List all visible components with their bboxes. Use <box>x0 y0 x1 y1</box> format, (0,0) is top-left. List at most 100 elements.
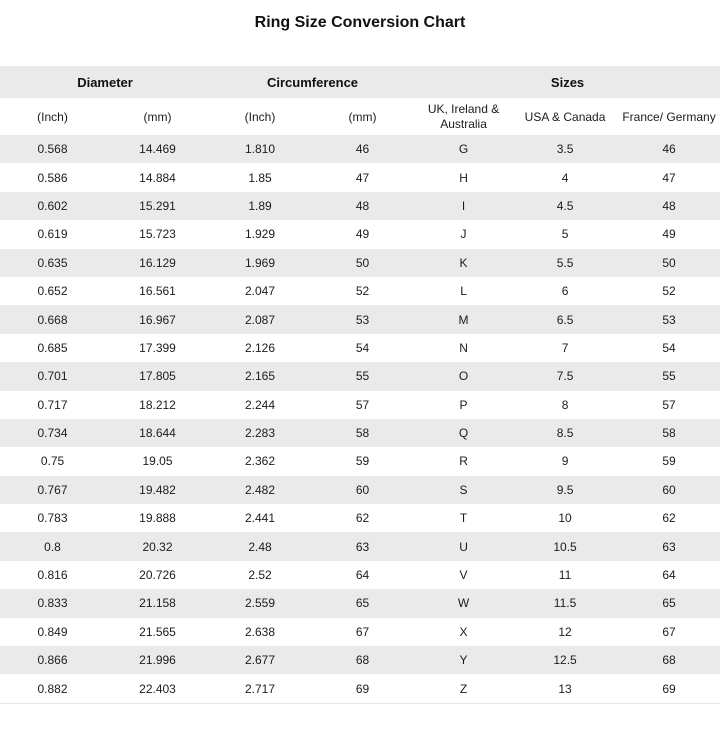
table-cell: 2.165 <box>245 369 276 384</box>
table-cell: 54 <box>662 340 676 355</box>
table-cell: 6 <box>561 284 569 299</box>
table-row: 0.586 14.884 1.85 47 H 4 47 <box>0 163 720 192</box>
table-cell: 0.734 <box>37 426 68 441</box>
table-cell: 0.8 <box>44 539 61 554</box>
table-cell: S <box>459 482 468 497</box>
column-header-france-germany: France/ Germany <box>618 98 720 135</box>
table-cell: J <box>460 227 467 242</box>
table-cell: 0.767 <box>37 482 68 497</box>
table-row: 0.734 18.644 2.283 58 Q 8.5 58 <box>0 418 720 448</box>
table-row: 0.568 14.469 1.810 46 G 3.5 46 <box>0 135 720 164</box>
table-column-header-row: (Inch) (mm) (Inch) (mm) UK, Ireland & Au… <box>0 98 720 135</box>
table-cell: 2.087 <box>245 312 276 327</box>
table-cell: 55 <box>355 369 370 384</box>
table-cell: 62 <box>355 511 370 526</box>
table-cell: 0.586 <box>37 170 68 185</box>
table-cell: 63 <box>355 539 370 554</box>
table-cell: 59 <box>355 454 370 469</box>
table-row: 0.652 16.561 2.047 52 L 6 52 <box>0 276 720 306</box>
table-cell: 60 <box>355 482 370 497</box>
table-cell: 14.469 <box>139 142 176 157</box>
table-cell: 67 <box>662 624 676 639</box>
table-row: 0.602 15.291 1.89 48 I 4.5 48 <box>0 191 720 221</box>
table-cell: 5.5 <box>556 255 574 270</box>
table-cell: 0.849 <box>37 624 68 639</box>
table-cell: 48 <box>662 198 676 213</box>
table-cell: 57 <box>662 397 676 412</box>
table-row: 0.619 15.723 1.929 49 J 5 49 <box>0 220 720 249</box>
table-cell: 22.403 <box>139 681 176 696</box>
table-cell: 59 <box>662 454 676 469</box>
table-cell: 52 <box>662 284 676 299</box>
table-cell: 11.5 <box>553 596 577 611</box>
table-row: 0.668 16.967 2.087 53 M 6.5 53 <box>0 305 720 334</box>
table-cell: 0.717 <box>37 397 68 412</box>
table-cell: 46 <box>355 142 370 157</box>
table-cell: 11 <box>558 568 572 583</box>
table-cell: 4 <box>561 170 569 185</box>
table-cell: 10.5 <box>553 539 577 554</box>
table-cell: 2.283 <box>245 426 276 441</box>
table-cell: 17.399 <box>139 340 176 355</box>
table-cell: 58 <box>662 426 676 441</box>
table-cell: Z <box>459 681 468 696</box>
table-cell: 0.75 <box>40 454 65 469</box>
table-cell: 20.726 <box>139 568 176 583</box>
table-cell: U <box>459 539 468 554</box>
group-header-circumference: Circumference <box>210 66 416 98</box>
table-cell: 52 <box>355 284 370 299</box>
table-cell: 10 <box>558 511 572 526</box>
table-cell: 21.158 <box>139 596 176 611</box>
table-row: 0.849 21.565 2.638 67 X 12 67 <box>0 617 720 647</box>
table-cell: 0.816 <box>37 568 68 583</box>
table-cell: P <box>459 397 468 412</box>
table-cell: 62 <box>662 511 676 526</box>
table-cell: 2.047 <box>245 284 276 299</box>
table-cell: 2.48 <box>248 539 272 554</box>
table-row: 0.685 17.399 2.126 54 N 7 54 <box>0 333 720 363</box>
table-cell: 50 <box>355 255 370 270</box>
table-cell: 4.5 <box>556 198 574 213</box>
table-cell: 64 <box>662 568 676 583</box>
table-cell: T <box>459 511 468 526</box>
table-row: 0.701 17.805 2.165 55 O 7.5 55 <box>0 362 720 391</box>
table-cell: 57 <box>355 397 370 412</box>
table-row: 0.717 18.212 2.244 57 P 8 57 <box>0 390 720 419</box>
table-cell: 0.866 <box>37 653 68 668</box>
table-cell: 0.882 <box>37 681 68 696</box>
table-cell: 12.5 <box>553 653 577 668</box>
table-cell: 50 <box>662 255 676 270</box>
table-cell: X <box>459 624 468 639</box>
table-cell: 0.652 <box>37 284 68 299</box>
table-cell: 55 <box>662 369 676 384</box>
table-cell: R <box>459 454 468 469</box>
table-cell: 19.888 <box>139 511 176 526</box>
table-cell: 20.32 <box>142 539 173 554</box>
table-cell: 49 <box>662 227 676 242</box>
table-cell: 69 <box>662 681 676 696</box>
column-header-circumference-inch: (Inch) <box>210 98 311 135</box>
group-header-sizes: Sizes <box>415 66 720 98</box>
column-header-diameter-inch: (Inch) <box>0 98 105 135</box>
table-cell: 9.5 <box>556 482 574 497</box>
table-cell: 15.291 <box>139 198 176 213</box>
table-cell: 6.5 <box>556 312 574 327</box>
table-cell: 47 <box>662 170 676 185</box>
table-cell: 0.701 <box>37 369 68 384</box>
table-cell: Y <box>459 653 468 668</box>
table-cell: 2.362 <box>245 454 276 469</box>
table-cell: 2.677 <box>245 653 276 668</box>
table-cell: 21.996 <box>139 653 176 668</box>
table-cell: 15.723 <box>139 227 176 242</box>
table-header: Diameter Circumference Sizes (Inch) (mm)… <box>0 66 720 135</box>
table-group-header-row: Diameter Circumference Sizes <box>0 66 720 98</box>
table-cell: 0.619 <box>37 227 68 242</box>
table-cell: 5 <box>561 227 569 242</box>
table-cell: L <box>460 284 467 299</box>
table-cell: 58 <box>355 426 370 441</box>
table-cell: 47 <box>355 170 370 185</box>
table-row: 0.882 22.403 2.717 69 Z 13 69 <box>0 674 720 704</box>
table-cell: 0.568 <box>37 142 68 157</box>
table-cell: 69 <box>355 681 370 696</box>
table-cell: O <box>458 369 469 384</box>
